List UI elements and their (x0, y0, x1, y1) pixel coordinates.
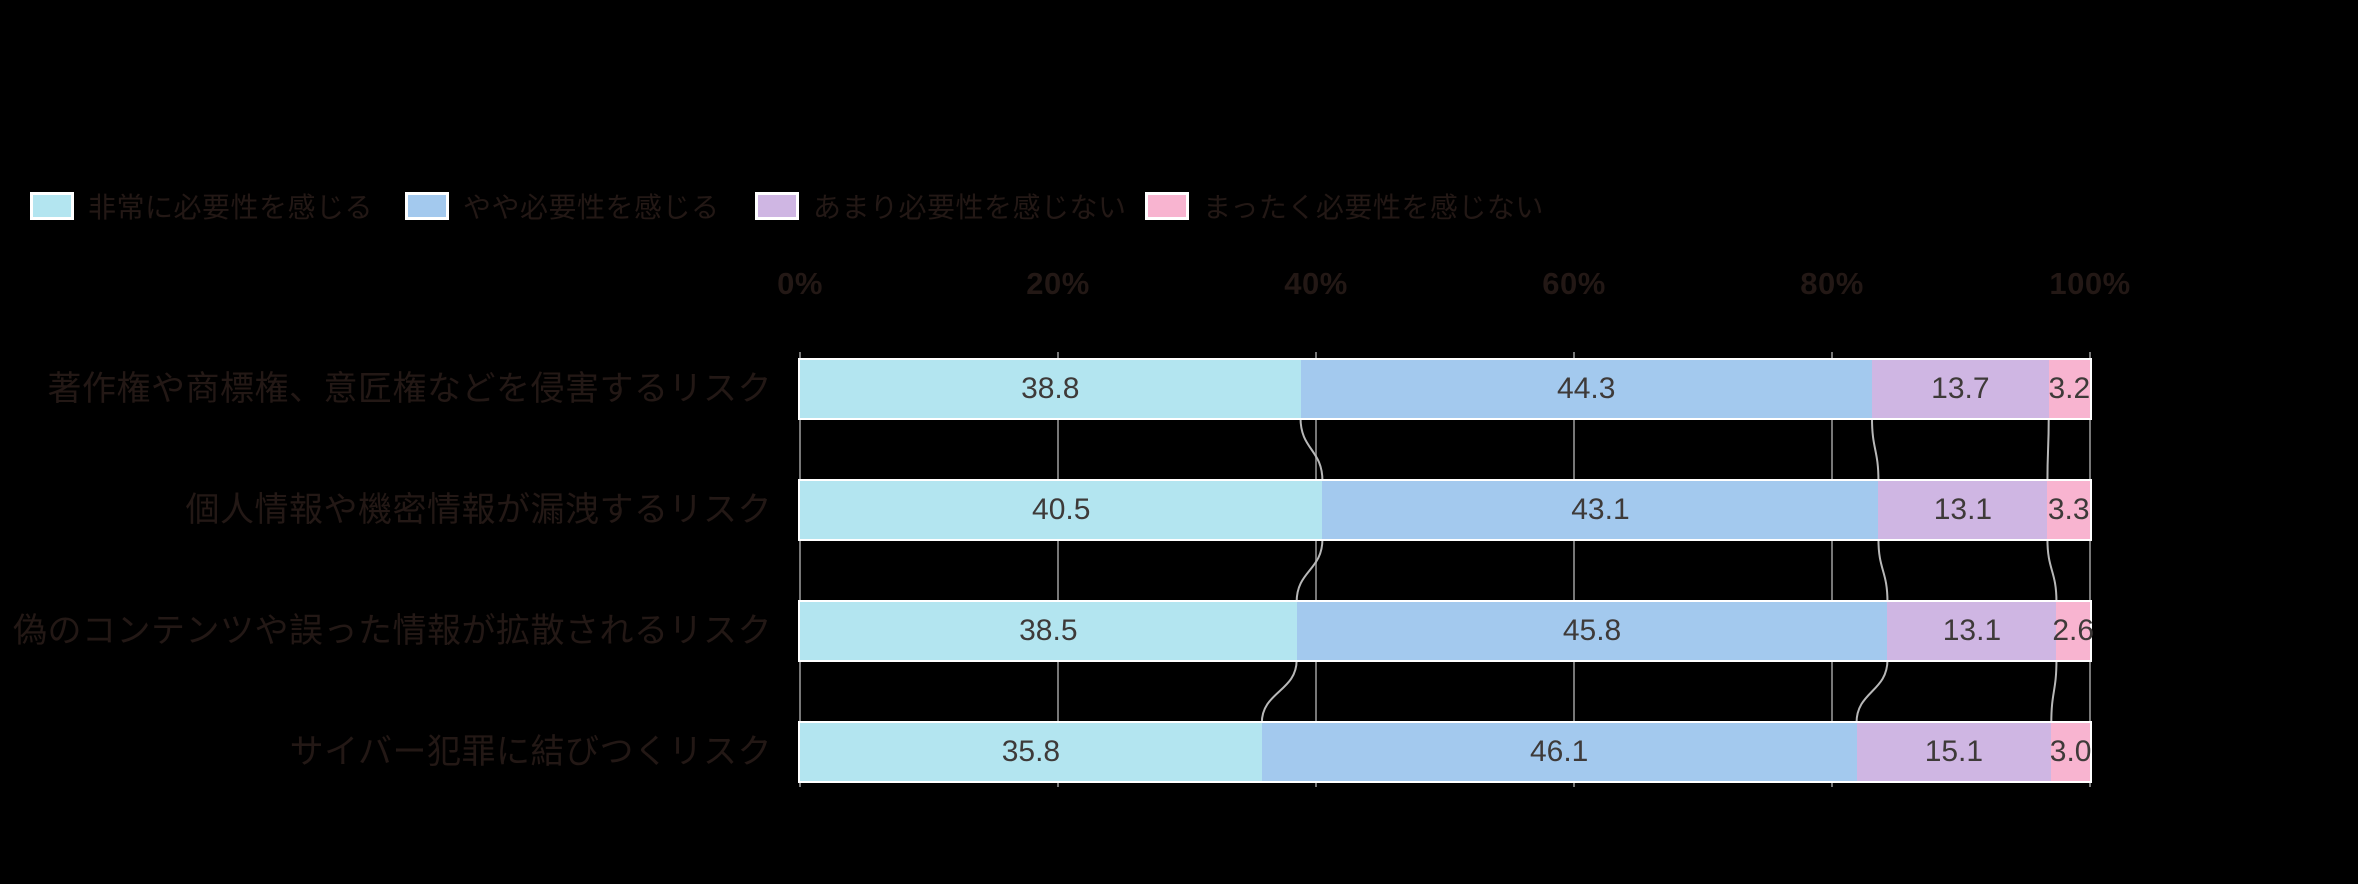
axis-tick-label: 20% (1026, 266, 1090, 301)
bar-segment: 35.8 (800, 723, 1262, 781)
category-label: 個人情報や機密情報が漏洩するリスク (185, 491, 772, 529)
value-label: 3.3 (2047, 493, 2090, 526)
bar-segment: 40.5 (800, 481, 1323, 539)
value-label: 38.8 (1021, 372, 1080, 405)
connector-line (2050, 659, 2058, 724)
legend-label: やや必要性を感じる (463, 192, 720, 223)
bar-segment: 46.1 (1261, 723, 1857, 781)
axis-tick-label: 80% (1800, 266, 1864, 301)
connector-line (1855, 659, 1889, 724)
bar-segment: 3.3 (2047, 481, 2090, 539)
bar-segment: 13.1 (1887, 602, 2057, 660)
bar-row: 35.8 46.1 15.1 3.0 (798, 721, 2092, 783)
bar-segment: 44.3 (1300, 360, 1872, 418)
connector-line (1870, 417, 1880, 482)
bar-segment: 3.0 (2049, 723, 2092, 781)
legend-swatch-icon (30, 192, 74, 220)
bar-segment: 13.1 (1878, 481, 2048, 539)
value-label: 2.6 (2052, 614, 2095, 647)
axis-tick-label: 60% (1542, 266, 1606, 301)
value-label: 13.7 (1931, 372, 1990, 405)
bar-row: 40.5 43.1 13.1 3.3 (798, 479, 2092, 541)
legend-label: まったく必要性を感じない (1203, 192, 1544, 223)
bar-segment: 15.1 (1856, 723, 2052, 781)
category-label: 偽のコンテンツや誤った情報が拡散されるリスク (13, 612, 772, 650)
value-label: 3.2 (2048, 372, 2091, 405)
legend-item: まったく必要性を感じない (1145, 191, 1544, 223)
value-label: 38.5 (1019, 614, 1078, 647)
legend-swatch-icon (1145, 192, 1189, 220)
bar-segment: 3.2 (2048, 360, 2091, 418)
legend-swatch-icon (405, 192, 449, 220)
legend-item: 非常に必要性を感じる (30, 191, 373, 223)
value-label: 15.1 (1924, 735, 1984, 768)
legend-label: あまり必要性を感じない (813, 192, 1127, 223)
connector-line (1260, 659, 1298, 724)
value-label: 35.8 (1001, 735, 1061, 768)
axis-tick-label: 40% (1284, 266, 1348, 301)
legend-swatch-icon (755, 192, 799, 220)
value-label: 40.5 (1032, 493, 1091, 526)
axis-tick-label: 100% (2049, 266, 2131, 301)
bar-segment: 45.8 (1296, 602, 1888, 660)
value-label: 44.3 (1557, 372, 1616, 405)
bar-row: 38.8 44.3 13.7 3.2 (798, 358, 2092, 420)
legend-item: やや必要性を感じる (405, 191, 720, 223)
value-label: 43.1 (1571, 493, 1630, 526)
connector-line (1299, 417, 1324, 482)
category-label: サイバー犯罪に結びつくリスク (289, 733, 772, 771)
axis-tick-label: 0% (777, 266, 823, 301)
value-label: 13.1 (1942, 614, 2002, 647)
legend-item: あまり必要性を感じない (755, 191, 1127, 223)
connector-line (1877, 538, 1889, 603)
value-label: 46.1 (1529, 735, 1589, 768)
category-label: 著作権や商標権、意匠権などを侵害するリスク (47, 370, 772, 408)
bar-segment: 38.8 (800, 360, 1301, 418)
bar-segment: 13.7 (1871, 360, 2049, 418)
legend-label: 非常に必要性を感じる (88, 192, 374, 223)
value-label: 13.1 (1933, 493, 1993, 526)
value-label: 3.0 (2049, 735, 2092, 768)
connector-line (2046, 417, 2050, 482)
value-label: 45.8 (1562, 614, 1622, 647)
connector-line (1295, 538, 1324, 603)
connector-line (2046, 538, 2058, 603)
bar-segment: 43.1 (1322, 481, 1879, 539)
bar-segment: 38.5 (800, 602, 1297, 660)
bar-row: 38.5 45.8 13.1 2.6 (798, 600, 2094, 662)
bar-segment: 2.6 (2052, 602, 2094, 660)
